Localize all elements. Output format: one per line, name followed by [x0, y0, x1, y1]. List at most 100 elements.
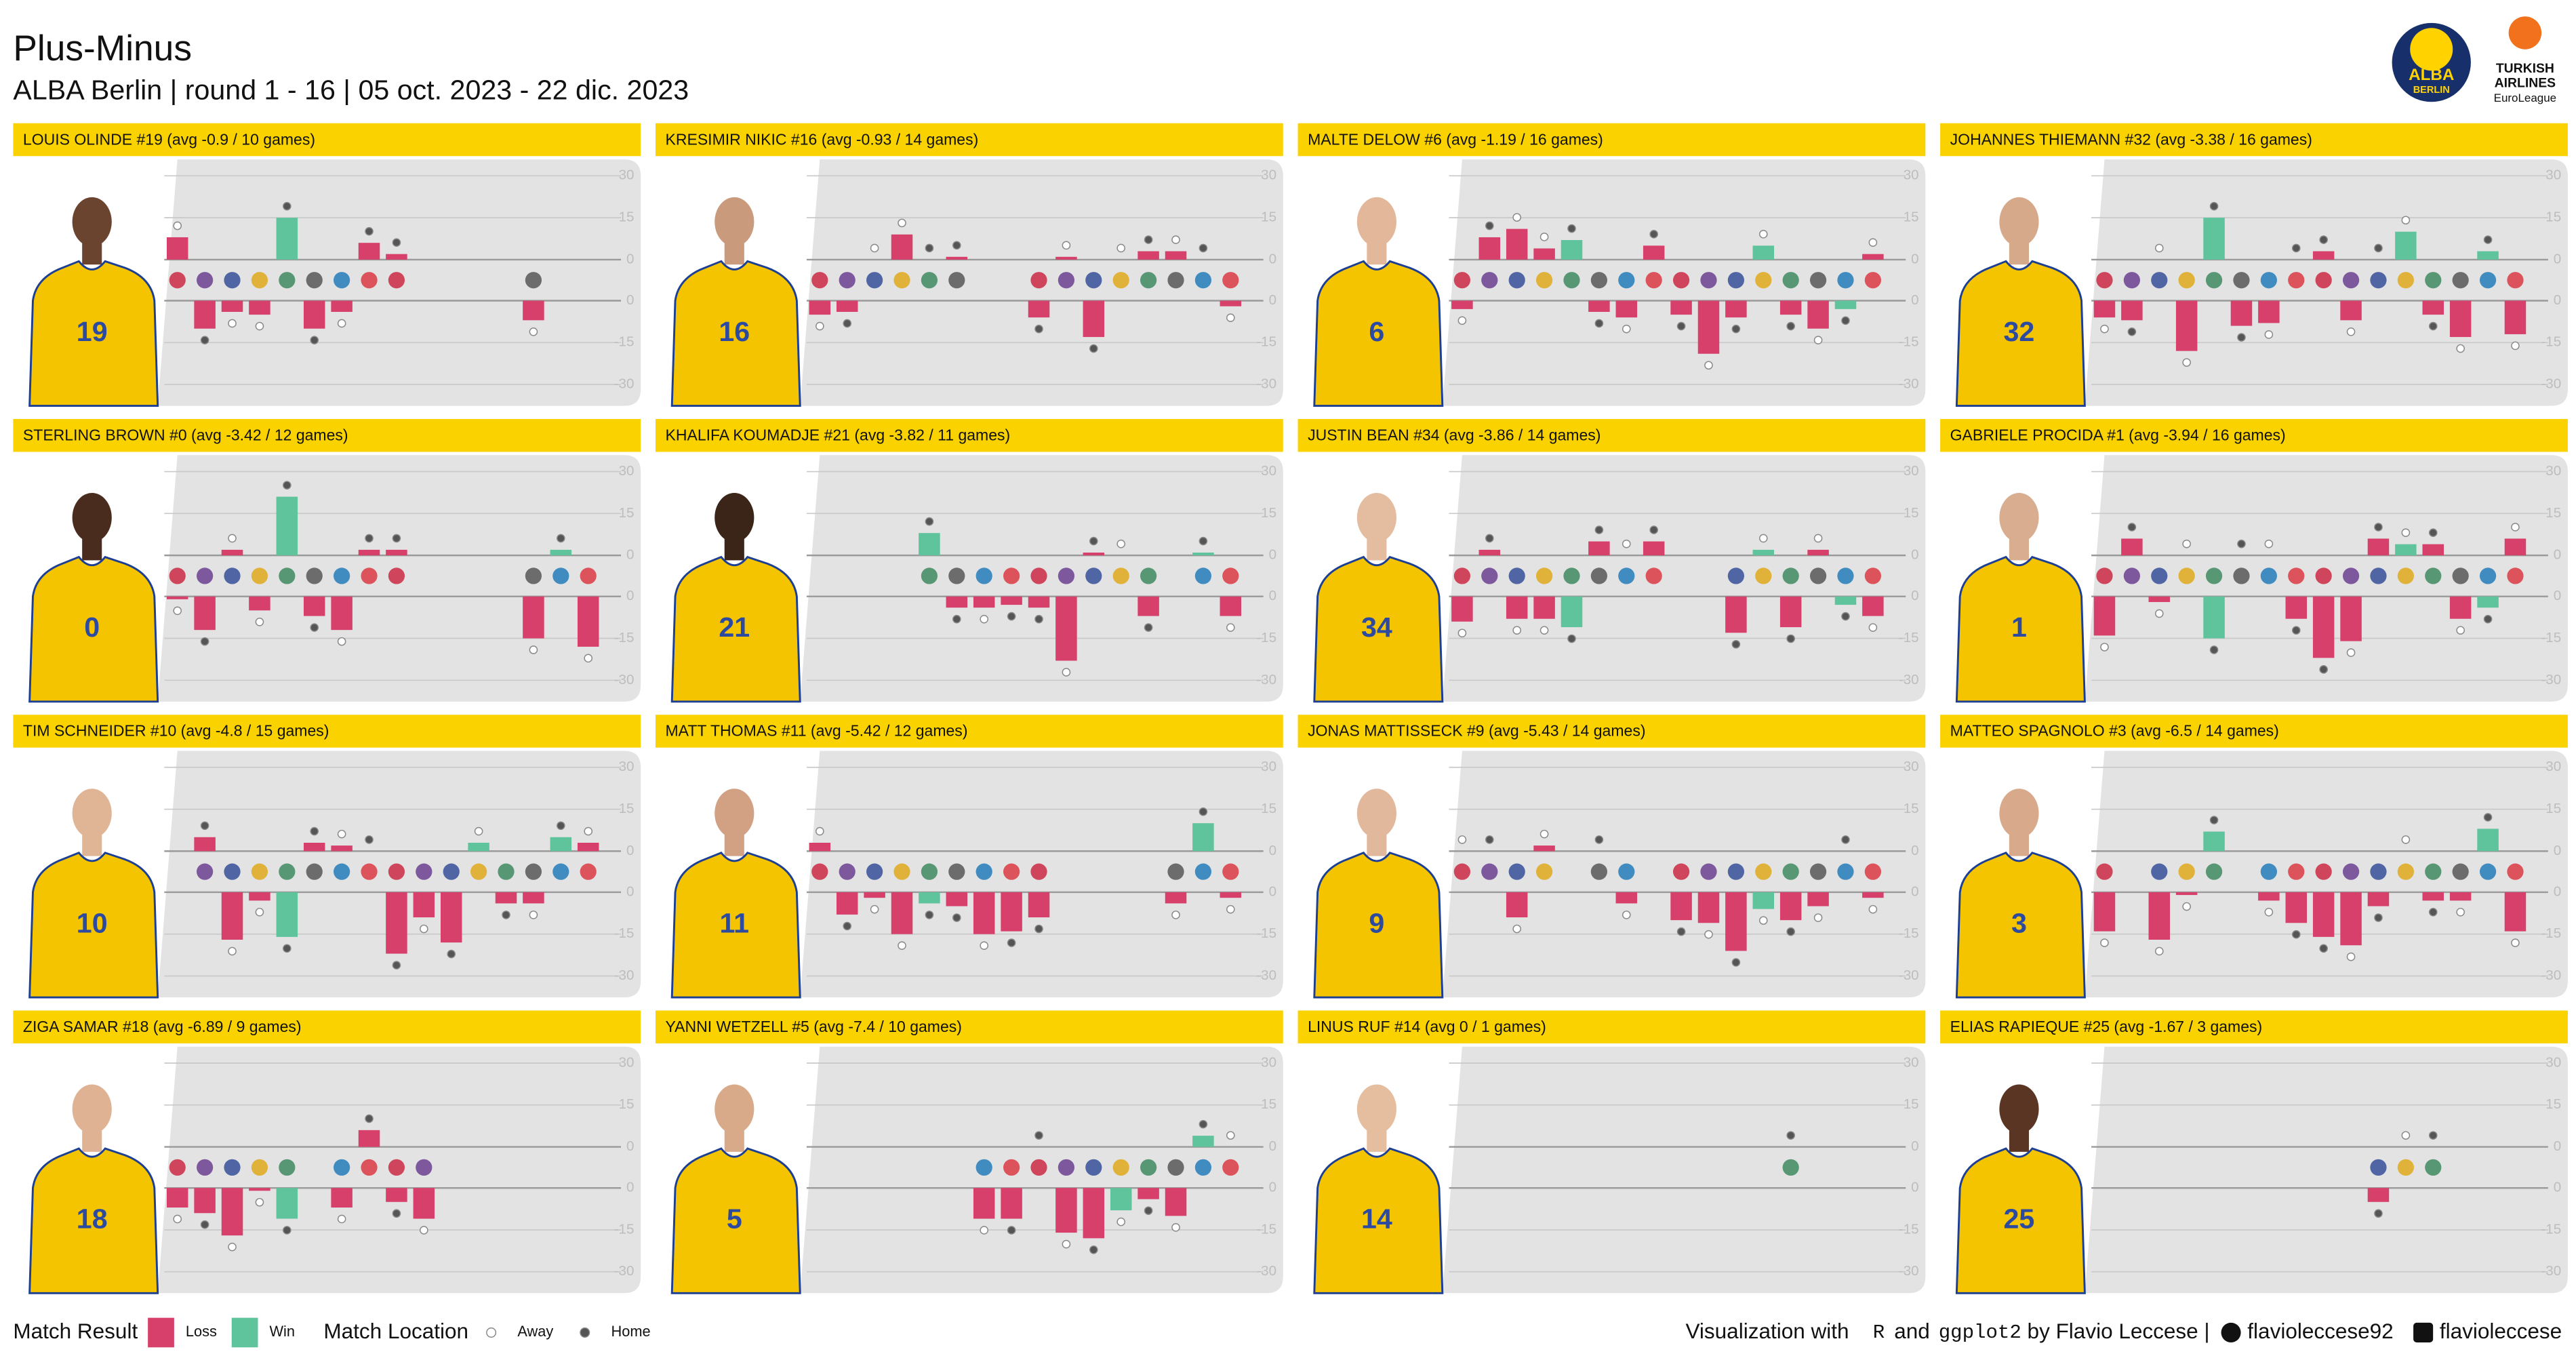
location-dot [2483, 235, 2493, 244]
bar [2312, 892, 2335, 937]
location-dot [2428, 321, 2438, 331]
bar [2422, 300, 2444, 315]
opponent-logo [197, 1159, 214, 1176]
opponent-logo [1030, 1159, 1047, 1176]
y-tick-label: 0 [1911, 547, 1918, 563]
opponent-logo [2178, 272, 2195, 289]
legend-dot [486, 1327, 497, 1338]
panel-title: MALTE DELOW #6 (avg -1.19 / 16 games) [1308, 130, 1603, 148]
bar [1220, 300, 1242, 306]
player-head [715, 197, 754, 247]
bar [1643, 245, 1665, 260]
opponent-logo [361, 863, 378, 880]
location-dot [474, 826, 483, 836]
location-dot [2237, 333, 2246, 342]
opponent-logo [2370, 567, 2387, 584]
bar [973, 1188, 995, 1219]
opponent-logo [1167, 863, 1184, 880]
bar [1779, 892, 1802, 921]
opponent-logo [1167, 1159, 1184, 1176]
bar [166, 237, 188, 260]
y-tick-label: 0 [626, 251, 634, 266]
location-dot [337, 829, 346, 839]
opponent-logo [1755, 272, 1772, 289]
bar [303, 596, 325, 616]
opponent-logo [1672, 272, 1690, 289]
opponent-logo [1453, 567, 1471, 584]
bar [358, 549, 380, 556]
location-dot [1622, 539, 1631, 549]
bar [2340, 596, 2362, 641]
location-dot [557, 821, 565, 831]
panel-header [13, 123, 641, 157]
y-tick-label: 30 [2545, 463, 2561, 479]
panel-title: MATTEO SPAGNOLO #3 (avg -6.5 / 14 games) [1950, 722, 2279, 740]
y-tick-label: -15 [614, 334, 635, 350]
location-dot [310, 336, 319, 344]
panel-header [1940, 1010, 2568, 1043]
location-dot [2428, 907, 2438, 917]
opponent-logo [1782, 1159, 1799, 1176]
location-dot [1116, 539, 1126, 549]
y-tick-label: 15 [619, 801, 635, 816]
bar [2312, 596, 2335, 658]
bar [1779, 596, 1802, 628]
opponent-logo [334, 272, 350, 289]
linkedin-icon [2413, 1322, 2434, 1342]
legend-title: Match Location [323, 1319, 468, 1343]
opponent-logo [921, 567, 938, 584]
legend-dot [580, 1327, 590, 1338]
bar [1220, 596, 1242, 616]
opponent-logo [1085, 1159, 1102, 1176]
panel-header [13, 715, 641, 748]
panel-header [655, 715, 1283, 748]
bar [2340, 892, 2362, 946]
y-tick-label: 0 [2554, 1180, 2561, 1195]
bar [864, 892, 885, 898]
bar [1220, 892, 1242, 898]
location-dot [392, 961, 401, 970]
location-dot [2319, 235, 2328, 244]
y-tick-label: 15 [2545, 210, 2561, 225]
bar [973, 596, 995, 608]
y-tick-label: 0 [1269, 1138, 1276, 1154]
opponent-logo [2178, 863, 2195, 880]
y-tick-label: 30 [2545, 759, 2561, 774]
opponent-logo [169, 567, 186, 584]
location-dot [392, 238, 401, 247]
opponent-logo [1672, 863, 1690, 880]
bar [1192, 823, 1214, 852]
y-tick-label: 0 [1911, 1180, 1918, 1195]
bar [2203, 831, 2225, 852]
alba-logo-text: BERLIN [2413, 85, 2450, 96]
location-dot [2483, 614, 2493, 624]
y-tick-label: 15 [1261, 210, 1276, 225]
bar [166, 1188, 188, 1208]
bar [2477, 251, 2499, 260]
opponent-logo [388, 1159, 405, 1176]
opponent-logo [866, 863, 883, 880]
location-dot [1539, 829, 1549, 839]
bar [221, 1188, 243, 1236]
bar [1862, 892, 1884, 898]
location-dot [2428, 528, 2438, 537]
bar [194, 596, 216, 631]
opponent-logo [279, 567, 296, 584]
player-head [72, 1084, 112, 1134]
opponent-logo [388, 567, 405, 584]
y-tick-label: -30 [1256, 968, 1276, 983]
location-dot [952, 614, 961, 624]
bar [2258, 300, 2280, 323]
bar [891, 234, 913, 260]
bar [973, 892, 995, 934]
y-tick-label: -15 [1256, 334, 1276, 350]
player-head [1999, 789, 2039, 838]
y-tick-label: 15 [1261, 801, 1276, 816]
opponent-logo [1453, 863, 1471, 880]
bar [1615, 892, 1638, 904]
location-dot [1594, 835, 1604, 844]
location-dot [337, 319, 346, 328]
location-dot [1089, 1245, 1098, 1254]
location-dot [200, 821, 209, 831]
location-dot [200, 336, 209, 344]
